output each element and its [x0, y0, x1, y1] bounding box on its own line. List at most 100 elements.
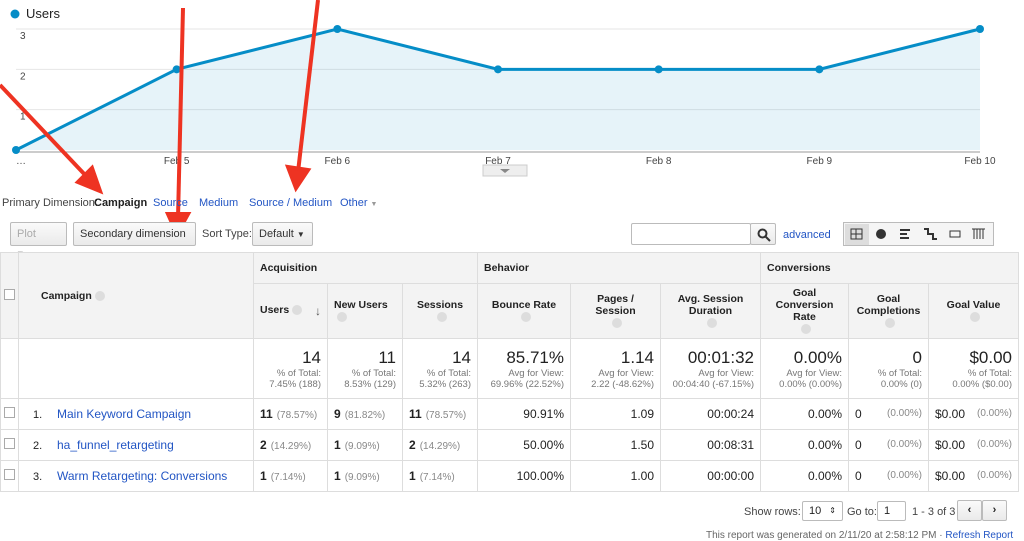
group-header: Conversions: [759, 252, 1020, 284]
advanced-link[interactable]: advanced: [783, 229, 831, 241]
metric-percent: (9.09%): [344, 472, 380, 483]
checkbox-cell[interactable]: [0, 429, 19, 461]
point: [333, 25, 342, 33]
help-icon: [707, 318, 717, 329]
next-page[interactable]: ›: [982, 500, 1007, 521]
search-button[interactable]: [750, 223, 776, 245]
metric-cell: 0.00%: [760, 429, 849, 461]
metric-value: 2: [409, 438, 416, 452]
group-header: Acquisition: [253, 252, 478, 284]
metric-value: 1.50: [630, 438, 654, 452]
data-row: 3. Warm Retargeting: Conversions 1 (7.14%) 1…: [0, 460, 1020, 492]
header-row: Users ↓ New Users Sessions Bounce Rate Pages …: [1, 283, 1020, 339]
metric-cell: 1 (9.09%): [327, 429, 403, 461]
campaign-link[interactable]: Main Keyword Campaign: [57, 407, 192, 421]
total-sub: Avg for View:: [698, 367, 754, 379]
metric-cell: 0.00%: [760, 460, 849, 492]
totals-row: 14% of Total: 7.45% (188) 11% of Total: 8.5…: [0, 338, 1020, 399]
point: [172, 65, 181, 74]
metric-cell: 90.91%: [477, 398, 571, 430]
metric-cell: 0 (0.00%): [848, 398, 929, 430]
campaign-cell: 2. ha_funnel_retargeting: [18, 429, 254, 461]
sort-type-dropdown[interactable]: Default ▼: [252, 222, 313, 246]
metric-percent: (0.00%): [977, 408, 1013, 419]
total-sub: 7.45% (188): [269, 378, 321, 390]
dimension-option[interactable]: Source: [153, 197, 188, 209]
campaign-link[interactable]: Warm Retargeting: Conversions: [57, 469, 228, 483]
total-value: 85.71%: [506, 347, 564, 367]
metric-value: $0.00: [935, 469, 966, 483]
checkbox-cell[interactable]: [0, 460, 19, 492]
view-pie[interactable]: [876, 229, 886, 239]
view-icons: [845, 224, 985, 245]
point: [976, 25, 984, 33]
x-tick-label: Feb 9: [807, 156, 833, 167]
metric-percent: (78.57%): [425, 410, 467, 421]
view-comparison[interactable]: [924, 228, 937, 240]
campaign-link[interactable]: ha_funnel_retargeting: [57, 438, 174, 452]
checkbox-cell[interactable]: [0, 398, 19, 430]
metric-percent: (14.29%): [270, 441, 312, 452]
show-rows-value: 10: [809, 505, 822, 517]
help-icon: [337, 312, 347, 323]
metric-cell: 00:00:00: [660, 460, 761, 492]
dimension-text: Source / Medium: [249, 197, 333, 209]
prev-page[interactable]: ‹: [957, 500, 982, 521]
show-rows-select[interactable]: 10 ⇕: [802, 501, 843, 521]
data-table: Campaign Acquisition Behavior Conversions Us…: [0, 252, 1020, 492]
search-icon: [757, 228, 771, 242]
column-header: Avg. Session Duration: [660, 283, 761, 339]
dimension-option[interactable]: Medium: [199, 197, 238, 209]
metric-value: 0: [855, 407, 862, 421]
point: [654, 65, 663, 74]
y-tick-label: 3: [20, 31, 26, 42]
annotation-arrows: [0, 0, 320, 239]
column-header: New Users: [327, 283, 403, 339]
x-tick-label: Feb 5: [164, 156, 190, 167]
dropdown-caret: ▼: [370, 201, 378, 208]
y-tick-label: 2: [20, 71, 26, 82]
goto-input[interactable]: 1: [877, 501, 906, 521]
total-cell: 85.71% Avg for View: 69.96% (22.52%): [477, 338, 571, 399]
metric-value: 1: [409, 469, 416, 483]
metric-percent: (7.14%): [270, 472, 306, 483]
total-value: $0.00: [969, 347, 1013, 367]
group-header: Behavior: [477, 252, 761, 284]
total-cell: $0.00% of Total: 0.00% ($0.00): [927, 338, 1020, 399]
metric-cell: 2 (14.29%): [253, 429, 328, 461]
metric-cell: 9 (81.82%): [327, 398, 403, 430]
metric-cell: 0 (0.00%): [848, 429, 929, 461]
area: [16, 29, 980, 150]
secondary-dimension-dropdown[interactable]: Secondary dimension ▼: [73, 222, 196, 261]
plot-rows-button[interactable]: Plot Rows: [10, 222, 67, 262]
metric-value: 11: [409, 407, 422, 421]
column-header: Campaign: [18, 252, 254, 339]
secondary-dimension-text: Secondary dimension: [80, 228, 186, 240]
campaign-cell: 3. Warm Retargeting: Conversions: [18, 460, 254, 492]
metric-cell: 1 (9.09%): [327, 460, 403, 492]
metric-cell: $0.00 (0.00%): [927, 398, 1020, 430]
column-title: Bounce Rate: [491, 299, 557, 311]
dimension-option[interactable]: Other ▼: [340, 197, 377, 209]
metric-percent: (9.09%): [344, 441, 380, 452]
view-pivot[interactable]: [949, 230, 961, 238]
view-term-cloud[interactable]: [972, 228, 985, 239]
view-switcher: [843, 222, 994, 246]
dimension-text: Source: [153, 197, 188, 209]
sort-type-label: Sort Type:: [202, 228, 252, 240]
help-icon: [94, 290, 105, 301]
metric-cell: $0.00 (0.00%): [927, 460, 1020, 492]
metric-cell: 1.09: [570, 398, 661, 430]
metric-cell: 1.00: [570, 460, 661, 492]
dimension-text: Medium: [199, 197, 239, 209]
help-icon: [801, 324, 811, 335]
dimension-option[interactable]: Source / Medium: [249, 197, 332, 209]
row-index: 2.: [33, 440, 43, 452]
point: [815, 65, 824, 74]
help-icon: [292, 305, 303, 316]
search-input[interactable]: [631, 223, 751, 245]
point: [494, 65, 502, 74]
view-performance[interactable]: [900, 229, 910, 231]
